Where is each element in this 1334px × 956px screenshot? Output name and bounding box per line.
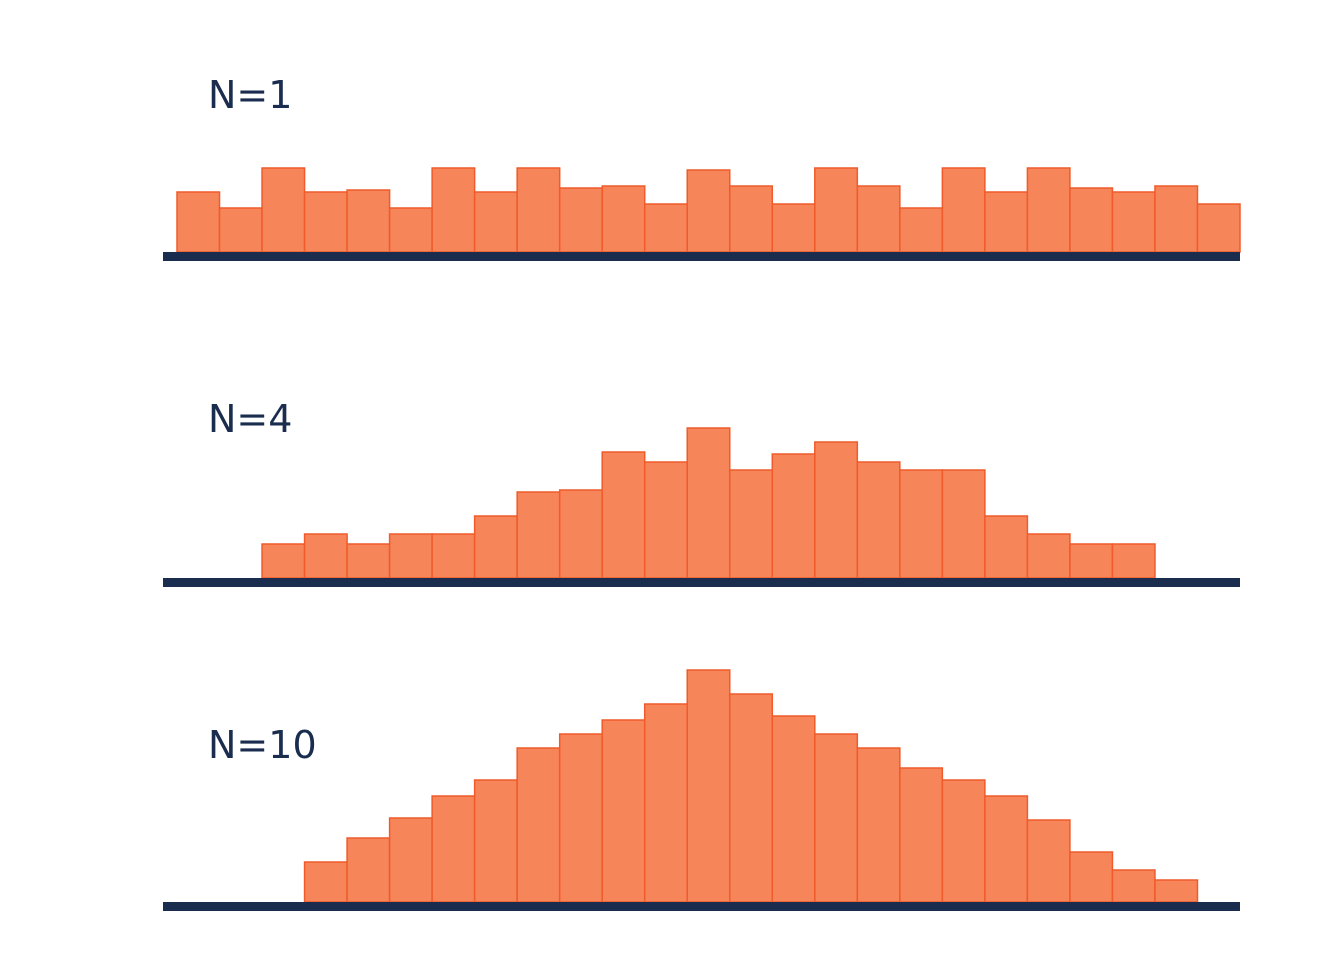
x-axis-n4 <box>163 578 1240 587</box>
bar-n4-3 <box>261 543 306 579</box>
bar-n10-4 <box>303 861 348 903</box>
bar-n4-8 <box>473 515 518 579</box>
bar-n1-10 <box>558 187 603 253</box>
bar-n4-10 <box>558 489 603 579</box>
bar-n10-7 <box>431 795 476 903</box>
bar-n10-17 <box>856 747 901 903</box>
bar-n1-19 <box>941 167 986 253</box>
bar-n4-6 <box>388 533 433 579</box>
bar-n4-11 <box>601 451 646 579</box>
bar-n10-9 <box>516 747 561 903</box>
bar-n1-15 <box>771 203 816 253</box>
bar-n4-15 <box>771 453 816 579</box>
bar-n1-3 <box>261 167 306 253</box>
bar-n10-22 <box>1069 851 1114 903</box>
bar-n10-20 <box>984 795 1029 903</box>
bar-n4-14 <box>729 469 774 579</box>
bar-n10-15 <box>771 715 816 903</box>
bar-n1-21 <box>1026 167 1071 253</box>
bar-n10-13 <box>686 669 731 903</box>
bar-n10-8 <box>473 779 518 903</box>
bar-n4-12 <box>643 461 688 579</box>
bar-n1-24 <box>1154 185 1199 253</box>
bar-n1-6 <box>388 207 433 253</box>
bar-n4-19 <box>941 469 986 579</box>
panel-title-n1: N=1 <box>208 73 292 117</box>
bars-n4 <box>261 427 1156 579</box>
bar-n10-24 <box>1154 879 1199 903</box>
bar-n10-6 <box>388 817 433 903</box>
bar-n1-13 <box>686 169 731 253</box>
bar-n1-25 <box>1196 203 1241 253</box>
bar-n10-19 <box>941 779 986 903</box>
bar-n4-21 <box>1026 533 1071 579</box>
bar-n4-9 <box>516 491 561 579</box>
bar-n10-23 <box>1111 869 1156 903</box>
panel-n10: N=10 <box>163 669 1240 911</box>
bar-n10-14 <box>729 693 774 903</box>
bar-n1-11 <box>601 185 646 253</box>
bar-n4-22 <box>1069 543 1114 579</box>
bar-n1-2 <box>218 207 263 253</box>
bar-n4-7 <box>431 533 476 579</box>
bar-n10-18 <box>899 767 944 903</box>
bar-n4-5 <box>346 543 391 579</box>
bar-n4-20 <box>984 515 1029 579</box>
bar-n1-4 <box>303 191 348 253</box>
bar-n4-4 <box>303 533 348 579</box>
x-axis-n10 <box>163 902 1240 911</box>
bar-n10-12 <box>643 703 688 903</box>
bar-n1-23 <box>1111 191 1156 253</box>
bar-n4-13 <box>686 427 731 579</box>
bar-n1-18 <box>899 207 944 253</box>
bar-n1-20 <box>984 191 1029 253</box>
bar-n10-10 <box>558 733 603 903</box>
bars-n1 <box>176 167 1241 253</box>
bar-n10-5 <box>346 837 391 903</box>
bar-n4-18 <box>899 469 944 579</box>
bar-n1-14 <box>729 185 774 253</box>
bar-n4-17 <box>856 461 901 579</box>
x-axis-n1 <box>163 252 1240 261</box>
bar-n10-11 <box>601 719 646 903</box>
bar-n1-9 <box>516 167 561 253</box>
panel-n1: N=1 <box>163 73 1241 261</box>
bar-n1-5 <box>346 189 391 253</box>
bar-n1-8 <box>473 191 518 253</box>
bar-n10-16 <box>814 733 859 903</box>
bar-n4-23 <box>1111 543 1156 579</box>
bar-n10-21 <box>1026 819 1071 903</box>
bar-n1-1 <box>176 191 221 253</box>
bar-n1-16 <box>814 167 859 253</box>
bar-n1-17 <box>856 185 901 253</box>
bars-n10 <box>303 669 1199 903</box>
bar-n4-16 <box>814 441 859 579</box>
panel-title-n4: N=4 <box>208 397 292 441</box>
bar-n1-12 <box>643 203 688 253</box>
bar-n1-22 <box>1069 187 1114 253</box>
panel-title-n10: N=10 <box>208 723 317 767</box>
panel-n4: N=4 <box>163 397 1240 587</box>
bar-n1-7 <box>431 167 476 253</box>
